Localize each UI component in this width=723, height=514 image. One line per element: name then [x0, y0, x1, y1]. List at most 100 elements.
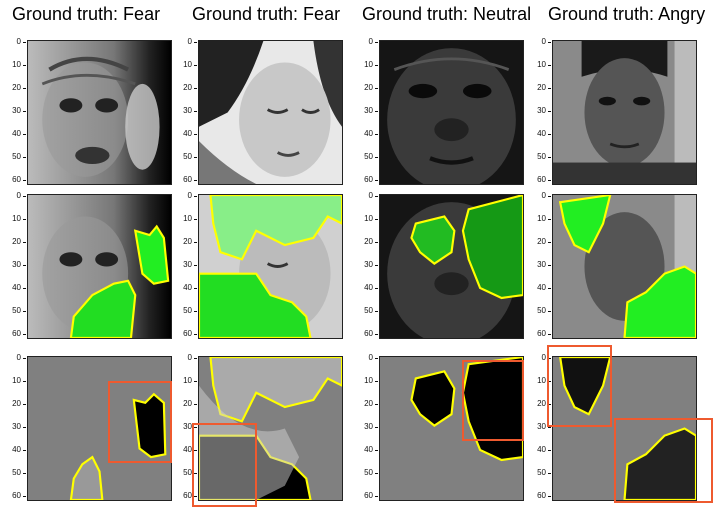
- y-tick-label: 20: [528, 84, 551, 92]
- y-tick-label: 30: [355, 423, 378, 431]
- y-tick-label: 0: [355, 38, 378, 46]
- y-tick-label: 30: [174, 423, 197, 431]
- y-tick-label: 30: [174, 107, 197, 115]
- y-tick-label: 40: [355, 446, 378, 454]
- y-tick-label: 10: [528, 215, 551, 223]
- y-tick-label: 30: [528, 107, 551, 115]
- red-box-5: [614, 418, 713, 503]
- y-tick-label: 0: [355, 192, 378, 200]
- masked-image-1: [27, 356, 172, 501]
- y-tick-label: 60: [174, 330, 197, 338]
- y-tick-label: 50: [174, 307, 197, 315]
- y-tick-label: 0: [528, 354, 551, 362]
- column-title-3: Ground truth: Neutral: [362, 4, 532, 24]
- y-tick-label: 60: [528, 330, 551, 338]
- y-tick-label: 10: [355, 61, 378, 69]
- y-tick-label: 60: [3, 492, 26, 500]
- y-tick-label: 10: [355, 215, 378, 223]
- red-box-3: [462, 360, 524, 441]
- y-tick-label: 10: [355, 377, 378, 385]
- y-tick-label: 50: [3, 153, 26, 161]
- y-tick-label: 50: [355, 469, 378, 477]
- y-tick-label: 50: [528, 469, 551, 477]
- y-tick-label: 50: [174, 153, 197, 161]
- y-tick-label: 60: [355, 330, 378, 338]
- y-tick-label: 10: [528, 61, 551, 69]
- masked-image-2: [198, 356, 343, 501]
- y-tick-label: 40: [528, 284, 551, 292]
- y-tick-label: 60: [355, 176, 378, 184]
- y-tick-label: 10: [3, 61, 26, 69]
- y-tick-label: 60: [3, 330, 26, 338]
- column-title-2: Ground truth: Fear: [192, 4, 341, 24]
- y-tick-label: 40: [174, 130, 197, 138]
- y-tick-label: 10: [174, 215, 197, 223]
- y-tick-label: 30: [355, 107, 378, 115]
- red-box-4: [547, 345, 612, 427]
- highlight-image-2: [198, 194, 343, 339]
- y-tick-label: 30: [3, 423, 26, 431]
- y-tick-label: 20: [174, 400, 197, 408]
- y-tick-label: 10: [174, 61, 197, 69]
- y-tick-label: 40: [355, 284, 378, 292]
- y-tick-label: 30: [3, 107, 26, 115]
- red-box-2: [192, 423, 257, 507]
- y-tick-label: 40: [3, 130, 26, 138]
- y-tick-label: 20: [355, 238, 378, 246]
- y-tick-label: 60: [528, 176, 551, 184]
- y-tick-label: 20: [3, 84, 26, 92]
- y-tick-label: 30: [3, 261, 26, 269]
- y-tick-label: 20: [355, 84, 378, 92]
- highlight-image-4: [552, 194, 697, 339]
- original-image-2: [198, 40, 343, 185]
- y-tick-label: 0: [3, 354, 26, 362]
- y-tick-label: 50: [528, 307, 551, 315]
- y-tick-label: 40: [3, 284, 26, 292]
- y-tick-label: 0: [355, 354, 378, 362]
- y-tick-label: 60: [528, 492, 551, 500]
- y-tick-label: 20: [3, 238, 26, 246]
- highlight-image-1: [27, 194, 172, 339]
- y-tick-label: 20: [528, 238, 551, 246]
- y-tick-label: 50: [528, 153, 551, 161]
- y-tick-label: 0: [174, 354, 197, 362]
- y-tick-label: 20: [174, 84, 197, 92]
- y-tick-label: 50: [355, 153, 378, 161]
- y-tick-label: 50: [174, 469, 197, 477]
- y-tick-label: 60: [174, 176, 197, 184]
- y-tick-label: 40: [528, 446, 551, 454]
- y-tick-label: 40: [3, 446, 26, 454]
- y-tick-label: 0: [528, 38, 551, 46]
- y-tick-label: 20: [528, 400, 551, 408]
- y-tick-label: 10: [3, 215, 26, 223]
- y-tick-label: 20: [355, 400, 378, 408]
- y-tick-label: 40: [174, 446, 197, 454]
- y-tick-label: 40: [174, 284, 197, 292]
- y-tick-label: 0: [174, 38, 197, 46]
- y-tick-label: 0: [174, 192, 197, 200]
- column-title-4: Ground truth: Angry: [548, 4, 706, 24]
- y-tick-label: 10: [174, 377, 197, 385]
- y-tick-label: 30: [528, 423, 551, 431]
- masked-image-4: [552, 356, 697, 501]
- y-tick-label: 10: [3, 377, 26, 385]
- red-box-1: [108, 381, 172, 463]
- y-tick-label: 30: [355, 261, 378, 269]
- y-tick-label: 40: [355, 130, 378, 138]
- y-tick-label: 20: [174, 238, 197, 246]
- highlight-image-3: [379, 194, 524, 339]
- y-tick-label: 30: [174, 261, 197, 269]
- y-tick-label: 0: [3, 192, 26, 200]
- y-tick-label: 0: [528, 192, 551, 200]
- y-tick-label: 50: [3, 469, 26, 477]
- y-tick-label: 40: [528, 130, 551, 138]
- y-tick-label: 60: [355, 492, 378, 500]
- y-tick-label: 30: [528, 261, 551, 269]
- y-tick-label: 50: [3, 307, 26, 315]
- original-image-1: [27, 40, 172, 185]
- masked-image-3: [379, 356, 524, 501]
- y-tick-label: 50: [355, 307, 378, 315]
- original-image-3: [379, 40, 524, 185]
- y-tick-label: 60: [174, 492, 197, 500]
- y-tick-label: 60: [3, 176, 26, 184]
